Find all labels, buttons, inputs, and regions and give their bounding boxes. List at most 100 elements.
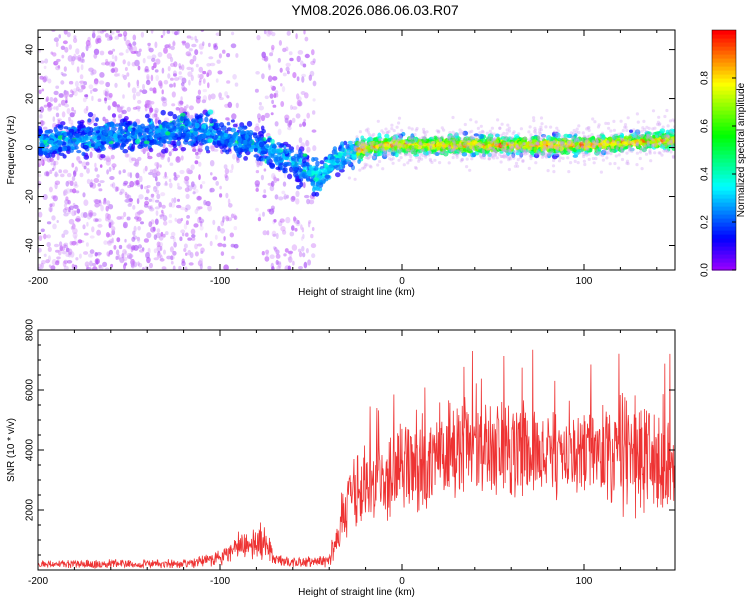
noise-point <box>169 162 174 166</box>
noise-point <box>298 251 303 258</box>
ridge-point <box>81 151 86 157</box>
noise-point <box>135 218 139 222</box>
halo-point <box>520 144 524 148</box>
halo-point <box>441 150 445 154</box>
ridge-point <box>198 118 203 123</box>
noise-point <box>124 191 128 196</box>
ridge-point <box>311 157 315 162</box>
noise-point <box>273 219 277 223</box>
noise-point <box>269 93 274 99</box>
ridge-point <box>311 191 317 197</box>
halo-point <box>496 147 500 151</box>
noise-point <box>156 245 162 252</box>
noise-point <box>110 154 115 160</box>
halo-point <box>465 165 469 169</box>
noise-point <box>301 73 307 78</box>
noise-point <box>272 246 277 250</box>
noise-point <box>219 193 223 198</box>
noise-point <box>153 185 159 190</box>
ridge-point <box>149 136 153 140</box>
halo-point <box>421 148 425 152</box>
noise-point <box>257 217 261 222</box>
noise-point <box>166 53 172 59</box>
halo-point <box>512 156 516 160</box>
noise-point <box>261 251 265 256</box>
ridge-point <box>90 135 97 140</box>
halo-point <box>642 119 646 123</box>
noise-point <box>168 178 172 183</box>
noise-point <box>270 112 274 116</box>
noise-point <box>281 86 286 93</box>
halo-point <box>554 153 558 157</box>
noise-point <box>228 203 233 208</box>
noise-point <box>154 107 159 113</box>
noise-point <box>66 31 71 38</box>
ridge-point <box>226 121 231 126</box>
noise-point <box>270 262 274 270</box>
halo-point <box>654 142 658 146</box>
noise-point <box>256 34 261 41</box>
noise-point <box>108 92 113 98</box>
noise-point <box>118 244 123 250</box>
halo-point <box>576 146 580 150</box>
noise-point <box>137 156 142 161</box>
noise-point <box>39 113 43 119</box>
halo-point <box>521 159 525 163</box>
noise-point <box>302 252 306 258</box>
halo-point <box>665 108 669 113</box>
halo-point <box>432 140 436 144</box>
noise-point <box>278 40 282 46</box>
noise-point <box>297 248 302 253</box>
halo-point <box>651 109 656 113</box>
halo-point <box>485 131 489 135</box>
ridge-point <box>172 147 178 152</box>
noise-point <box>162 233 166 238</box>
noise-point <box>66 172 72 178</box>
halo-point <box>601 158 606 162</box>
halo-point <box>556 145 560 149</box>
halo-point <box>458 150 462 154</box>
noise-point <box>83 165 87 170</box>
noise-point <box>308 220 312 224</box>
halo-point <box>357 149 362 153</box>
noise-point <box>133 244 139 251</box>
noise-point <box>106 169 109 175</box>
noise-point <box>76 208 81 214</box>
ridge-point <box>93 122 98 127</box>
halo-point <box>433 158 437 162</box>
noise-point <box>179 100 184 105</box>
ridge-point <box>246 120 253 127</box>
halo-point <box>620 157 625 162</box>
halo-point <box>358 130 362 134</box>
noise-point <box>213 43 217 48</box>
noise-point <box>99 30 104 34</box>
noise-point <box>101 62 107 66</box>
noise-point <box>80 64 84 71</box>
noise-point <box>264 256 270 262</box>
noise-point <box>124 199 130 203</box>
noise-point <box>201 181 206 185</box>
ridge-point <box>165 131 171 136</box>
halo-point <box>345 150 350 154</box>
noise-point <box>93 217 99 223</box>
noise-point <box>109 176 115 180</box>
halo-point <box>498 152 502 157</box>
noise-point <box>96 174 100 178</box>
halo-point <box>532 129 537 134</box>
noise-point <box>105 205 109 212</box>
halo-point <box>625 161 629 165</box>
halo-point <box>625 151 629 155</box>
halo-point <box>626 116 630 120</box>
noise-point <box>103 240 108 245</box>
noise-point <box>65 180 70 187</box>
halo-point <box>451 130 455 134</box>
halo-point <box>498 126 502 130</box>
noise-point <box>104 90 108 97</box>
halo-point <box>651 127 655 131</box>
noise-point <box>281 190 286 195</box>
spectrogram-points <box>38 30 675 270</box>
top-x-tick-label: 100 <box>576 276 593 287</box>
noise-point <box>62 169 69 174</box>
noise-point <box>162 101 168 107</box>
noise-point <box>61 54 65 59</box>
